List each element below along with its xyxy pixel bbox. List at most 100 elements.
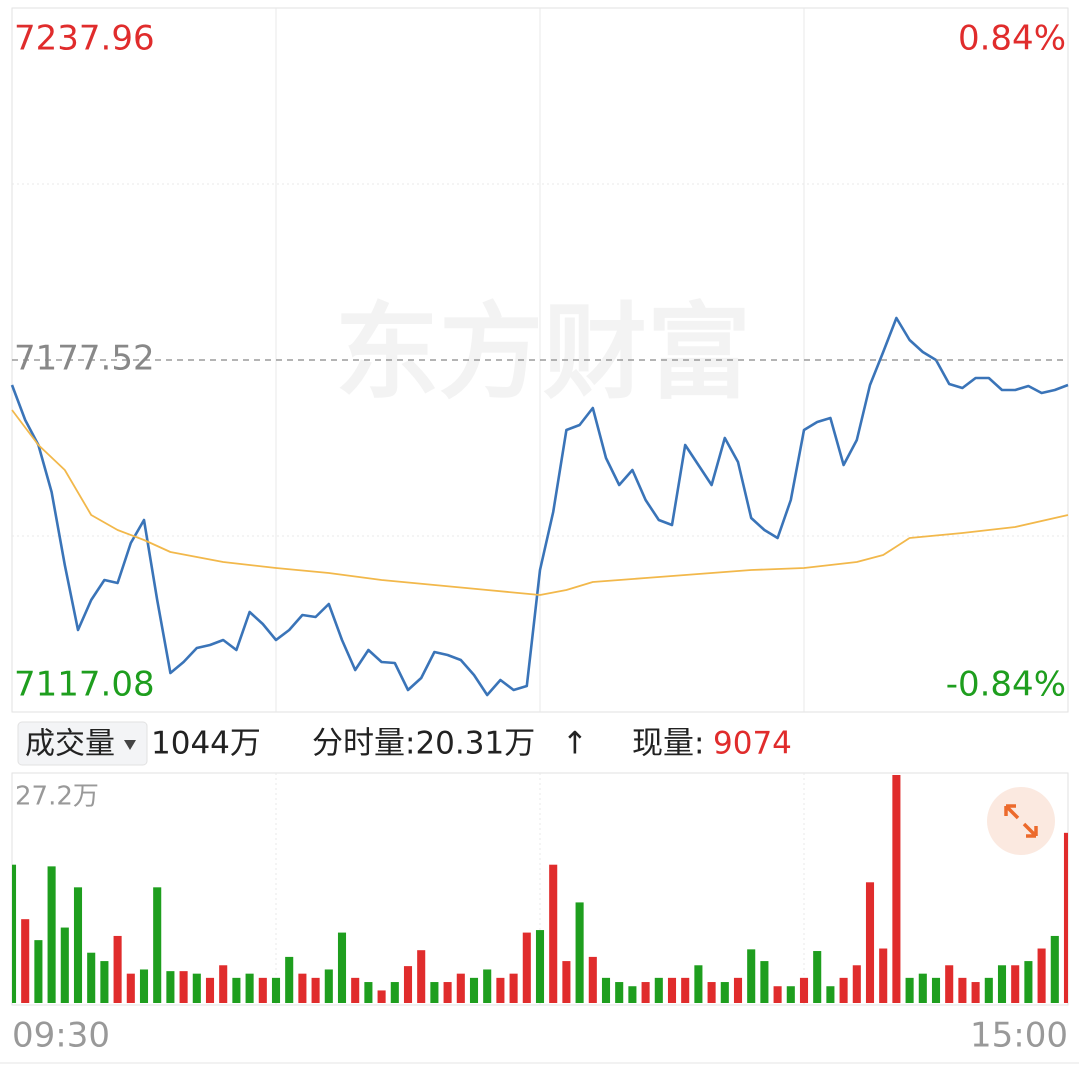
average-line (11, 409, 1069, 596)
volume-bar (390, 982, 399, 1003)
volume-bar (324, 969, 333, 1003)
volume-bar (997, 965, 1007, 1003)
volume-bar (100, 961, 109, 1003)
volume-bar (205, 977, 215, 1003)
volume-bar (522, 932, 531, 1003)
volume-bar (258, 977, 267, 1003)
volume-bar (892, 775, 901, 1003)
volume-bar (575, 902, 584, 1003)
volume-bar (601, 977, 611, 1003)
volume-bar (192, 973, 201, 1003)
watermark: 东方财富 (335, 291, 751, 413)
y-tick-label: 27.2万 (15, 782, 99, 812)
volume-bar (839, 977, 848, 1003)
volume-bar (113, 935, 122, 1003)
volume-bar (852, 965, 861, 1003)
volume-bar (615, 982, 624, 1003)
current-value: 9074 (713, 726, 792, 762)
current-label: 现量: (632, 726, 704, 762)
volume-bar (720, 982, 729, 1003)
volume-bar (126, 973, 135, 1003)
x-tick-label: 09:30 (12, 1016, 110, 1056)
volume-bar (667, 977, 677, 1003)
volume-bar (311, 977, 320, 1003)
y2-tick-label: 0.84% (958, 19, 1066, 59)
volume-bar (12, 864, 17, 1003)
volume-bar (60, 927, 69, 1003)
volume-bar (535, 930, 545, 1003)
volume-bar (1024, 961, 1033, 1003)
expand-button[interactable] (987, 787, 1055, 855)
volume-bar (377, 990, 386, 1003)
interval-volume: 分时量:20.31万 (312, 726, 535, 762)
volume-bar (1037, 948, 1046, 1003)
volume-bar (456, 973, 465, 1003)
volume-bar (47, 866, 56, 1003)
volume-bar (786, 986, 795, 1003)
volume-bar (747, 949, 756, 1003)
volume-bar (298, 973, 307, 1003)
dropdown-icon[interactable] (124, 740, 136, 750)
volume-bars (12, 775, 1068, 1003)
volume-bar (826, 986, 835, 1003)
volume-bar (733, 977, 743, 1003)
volume-bar (73, 887, 83, 1003)
arrow: ↑ (562, 726, 588, 762)
volume-bar (496, 977, 505, 1003)
volume-bar (773, 986, 782, 1003)
y-tick-label: 7117.08 (14, 665, 155, 705)
y-tick-label: 7237.96 (14, 19, 155, 59)
volume-bar (21, 919, 30, 1003)
total-volume: 1044万 (151, 726, 261, 762)
volume-bar (443, 982, 452, 1003)
selector-box[interactable] (17, 721, 148, 766)
volume-bar (403, 966, 413, 1003)
volume-bar (879, 948, 888, 1003)
volume-bar (918, 973, 927, 1003)
volume-bar (1011, 965, 1020, 1003)
volume-bar (285, 956, 294, 1003)
volume-bar (681, 977, 690, 1003)
volume-bar (1050, 935, 1059, 1003)
volume-bar (628, 986, 637, 1003)
volume-bar (654, 977, 663, 1003)
volume-bar (641, 982, 650, 1003)
volume-bar (337, 932, 347, 1003)
volume-bar (417, 950, 426, 1003)
volume-bar (760, 961, 769, 1003)
volume-bar (562, 961, 571, 1003)
volume-bar (179, 971, 188, 1003)
y2-tick-label: -0.84% (946, 665, 1066, 705)
volume-bar (153, 887, 162, 1003)
volume-bar (469, 977, 479, 1003)
volume-bar (1063, 832, 1068, 1003)
volume-bar (139, 969, 149, 1003)
volume-bar (984, 977, 993, 1003)
price-line (10, 316, 1069, 697)
volume-bar (219, 965, 228, 1003)
volume-bar (813, 951, 822, 1003)
volume-bar (351, 977, 360, 1003)
volume-bar (971, 982, 980, 1003)
volume-bar (271, 977, 281, 1003)
volume-bar (166, 971, 175, 1003)
x-tick-label: 15:00 (970, 1016, 1068, 1056)
volume-bar (865, 882, 875, 1003)
volume-bar (483, 969, 492, 1003)
volume-bar (245, 973, 254, 1003)
volume-bar (549, 864, 558, 1003)
volume-bar (364, 982, 373, 1003)
volume-bar (958, 977, 967, 1003)
volume-bar (945, 965, 954, 1003)
volume-bar (931, 977, 941, 1003)
volume-bar (799, 977, 809, 1003)
volume-bar (905, 977, 914, 1003)
volume-bar (694, 965, 703, 1003)
volume-bar (87, 952, 96, 1003)
volume-bar (430, 982, 439, 1003)
y-tick-label: 7177.52 (14, 339, 155, 379)
selector-label[interactable]: 成交量 (25, 727, 115, 762)
volume-bar (34, 940, 43, 1003)
